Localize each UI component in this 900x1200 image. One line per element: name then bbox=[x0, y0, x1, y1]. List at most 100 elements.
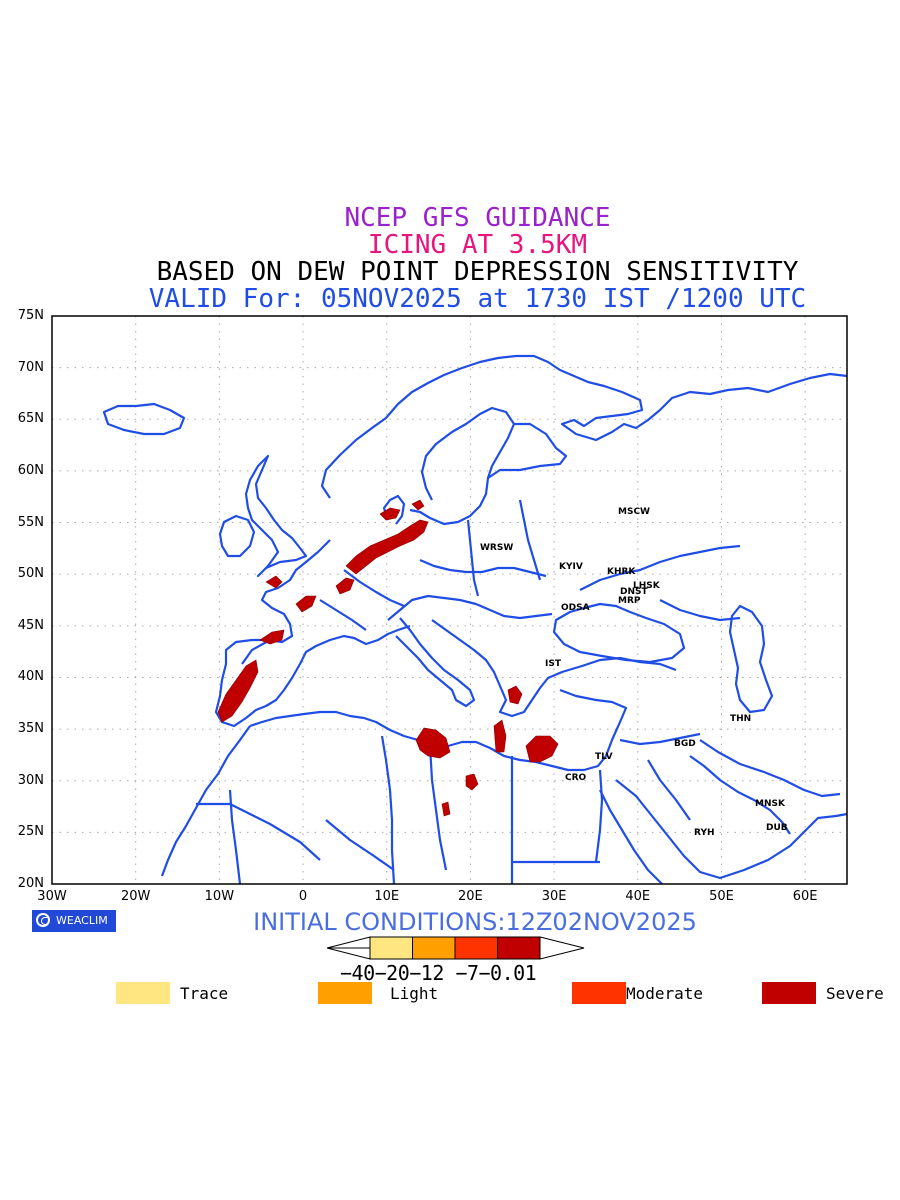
icing-area bbox=[441, 801, 451, 817]
lat-tick-label: 55N bbox=[17, 514, 44, 530]
title-line-2: ICING AT 3.5KM bbox=[367, 230, 588, 260]
coastline-segment bbox=[619, 732, 701, 746]
city-label: THN bbox=[730, 714, 752, 724]
city-label: MSCW bbox=[618, 507, 650, 517]
coastline-segment bbox=[615, 779, 848, 880]
city-label: MNSK bbox=[755, 799, 785, 809]
coastline-segment bbox=[382, 494, 406, 525]
coastline-segment bbox=[594, 769, 604, 863]
lon-tick-label: 30E bbox=[541, 889, 567, 904]
coastline-segment bbox=[419, 558, 547, 578]
coastline-segment bbox=[420, 406, 516, 501]
legend-label-severe: Severe bbox=[826, 984, 884, 1003]
city-label: MRP bbox=[618, 596, 641, 606]
lon-tick-label: 10E bbox=[374, 889, 400, 904]
coastline-segment bbox=[325, 819, 395, 871]
lon-tick-label: 40E bbox=[625, 889, 651, 904]
coastline-segment bbox=[647, 759, 691, 821]
city-label: TLV bbox=[595, 752, 613, 762]
icing-area bbox=[493, 719, 507, 753]
coastline-segment bbox=[552, 602, 686, 664]
coastline-segment bbox=[518, 499, 542, 581]
legend-label-moderate: Moderate bbox=[626, 984, 704, 1003]
coastline-segment bbox=[387, 594, 553, 621]
coastline-segment bbox=[599, 789, 663, 885]
legend-swatch-light bbox=[318, 982, 372, 1004]
legend-label-trace: Trace bbox=[180, 984, 229, 1003]
legend-swatch-severe bbox=[762, 982, 816, 1004]
coastline-segment bbox=[160, 725, 251, 877]
icing-area bbox=[525, 735, 559, 763]
lon-tick-label: 10W bbox=[204, 889, 235, 904]
coastline-segment bbox=[102, 402, 186, 436]
coastline-segment bbox=[466, 519, 480, 597]
coastline-segment bbox=[214, 539, 411, 728]
city-label: LHSK bbox=[633, 581, 660, 591]
icing-area bbox=[259, 629, 285, 645]
lat-tick-label: 30N bbox=[17, 772, 44, 788]
icing-area bbox=[411, 499, 425, 511]
lat-tick-label: 75N bbox=[17, 308, 44, 323]
coastline-segment bbox=[241, 639, 271, 665]
coastline-segment bbox=[320, 354, 848, 499]
icing-area bbox=[217, 659, 259, 723]
lon-tick-label: 30W bbox=[37, 889, 67, 904]
title-line-3: BASED ON DEW POINT DEPRESSION SENSITIVIT… bbox=[156, 257, 799, 287]
icing-severe-areas bbox=[217, 499, 559, 817]
weaclim-emblem-icon bbox=[36, 913, 50, 927]
lat-tick-label: 25N bbox=[17, 824, 44, 840]
city-label: DNST bbox=[620, 587, 648, 597]
coastline-segment bbox=[659, 599, 741, 622]
icing-area bbox=[345, 519, 429, 575]
brand-label: WEACLIM bbox=[56, 914, 108, 927]
city-label: IST bbox=[545, 659, 561, 669]
icing-area bbox=[415, 727, 451, 759]
coastline-segment bbox=[428, 745, 448, 871]
lat-tick-label: 20N bbox=[17, 876, 44, 891]
coastline-segment bbox=[728, 604, 774, 714]
icing-area bbox=[335, 577, 355, 595]
lon-tick-label: 20W bbox=[120, 889, 151, 904]
coastlines-and-borders bbox=[102, 354, 848, 885]
icing-area bbox=[507, 685, 523, 705]
coastline-segment bbox=[409, 422, 568, 526]
city-label: ODSA bbox=[561, 603, 590, 613]
coastline-segment bbox=[244, 454, 308, 578]
legend-label-light: Light bbox=[390, 984, 439, 1003]
legend-swatch-trace bbox=[116, 982, 170, 1004]
lat-tick-label: 45N bbox=[17, 617, 44, 633]
city-label: DUB bbox=[766, 823, 788, 833]
lat-tick-label: 40N bbox=[17, 669, 44, 685]
coastline-segment bbox=[196, 802, 321, 861]
city-label: KHRK bbox=[607, 567, 636, 577]
coastline-segment bbox=[689, 755, 791, 835]
legend-swatch-moderate bbox=[572, 982, 626, 1004]
city-label: KYIV bbox=[559, 562, 583, 572]
gridlines bbox=[51, 315, 847, 885]
title-line-4: VALID For: 05NOV2025 at 1730 IST /1200 U… bbox=[148, 284, 807, 314]
icing-area bbox=[295, 595, 317, 613]
title-line-1: NCEP GFS GUIDANCE bbox=[344, 203, 611, 233]
icing-area bbox=[465, 773, 479, 791]
city-label: RYH bbox=[694, 828, 715, 838]
lon-tick-label: 0 bbox=[298, 889, 308, 904]
colorbar-labels: −40−20−12 −7−0.01 bbox=[340, 961, 537, 985]
initial-conditions-label: INITIAL CONDITIONS:12Z02NOV2025 bbox=[253, 908, 697, 936]
icing-area bbox=[379, 507, 401, 521]
coastline-segment bbox=[218, 514, 256, 558]
lat-tick-label: 35N bbox=[17, 721, 44, 737]
lat-tick-label: 70N bbox=[17, 359, 44, 375]
coastline-segment bbox=[319, 599, 367, 631]
lat-tick-label: 65N bbox=[17, 411, 44, 427]
lon-tick-label: 20E bbox=[458, 889, 483, 904]
weaclim-logo: WEACLIM bbox=[32, 910, 116, 932]
lon-tick-label: 60E bbox=[792, 889, 818, 904]
lat-tick-label: 60N bbox=[17, 462, 44, 478]
coastline-segment bbox=[395, 617, 476, 708]
coastline-segment bbox=[579, 544, 741, 591]
lat-tick-label: 50N bbox=[17, 566, 44, 582]
icing-area bbox=[265, 575, 283, 589]
coastline-segment bbox=[380, 735, 396, 885]
coastline-segment bbox=[699, 739, 841, 798]
lon-tick-label: 50E bbox=[709, 889, 734, 904]
